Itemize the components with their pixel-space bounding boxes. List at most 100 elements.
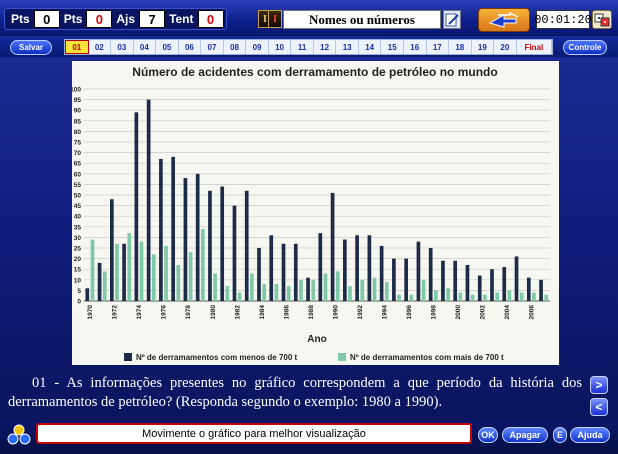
x-tick-label: 1982: [234, 305, 241, 320]
x-axis-label: Ano: [307, 334, 326, 345]
bar-large-spills-2006: [532, 292, 536, 301]
question-tab-09[interactable]: 09: [246, 40, 269, 54]
tool-button-2[interactable]: I: [268, 10, 282, 28]
bar-large-spills-2007: [544, 294, 549, 301]
question-tab-10[interactable]: 10: [269, 40, 292, 54]
question-tab-12[interactable]: 12: [314, 40, 337, 54]
x-tick-label: 1980: [210, 305, 217, 320]
legend-swatch-large-spills: [338, 353, 346, 361]
legend-swatch-small-spills: [124, 353, 132, 361]
bar-small-spills-2007: [539, 279, 543, 301]
bar-large-spills-1980: [213, 273, 217, 301]
question-tab-20[interactable]: 20: [494, 40, 517, 54]
bar-small-spills-2000: [453, 260, 458, 301]
question-tab-03[interactable]: 03: [111, 40, 134, 54]
question-tab-08[interactable]: 08: [224, 40, 247, 54]
y-tick-label: 100: [72, 87, 81, 94]
bar-small-spills-1977: [171, 156, 175, 301]
question-tab-15[interactable]: 15: [381, 40, 404, 54]
bar-large-spills-1978: [188, 252, 193, 301]
score-value-ajs: 7: [139, 10, 166, 28]
bar-small-spills-1999: [441, 260, 445, 301]
x-tick-label: 1990: [332, 305, 339, 320]
next-question-button[interactable]: >: [590, 376, 608, 394]
ok-button[interactable]: OK: [478, 427, 498, 443]
question-tab-05[interactable]: 05: [156, 40, 179, 54]
bar-large-spills-1990: [335, 271, 340, 301]
bar-small-spills-1974: [134, 112, 139, 301]
bar-small-spills-1983: [244, 190, 249, 301]
edit-icon[interactable]: [443, 10, 461, 29]
x-tick-label: 1984: [259, 305, 266, 320]
bar-large-spills-2000: [458, 292, 463, 301]
chevron-right-icon: >: [595, 378, 603, 392]
y-tick-label: 5: [77, 288, 81, 295]
control-button[interactable]: Controle: [563, 40, 607, 55]
bar-small-spills-2002: [477, 275, 482, 301]
bar-large-spills-1984: [262, 284, 266, 301]
bar-small-spills-1973: [122, 243, 126, 301]
x-tick-label: 1994: [381, 305, 388, 320]
x-tick-label: 1988: [308, 305, 315, 320]
clear-button[interactable]: Apagar: [502, 427, 548, 443]
question-tab-final[interactable]: Final: [517, 40, 553, 54]
score-value-pts: 0: [33, 10, 60, 28]
question-tab-04[interactable]: 04: [134, 40, 157, 54]
question-tab-14[interactable]: 14: [359, 40, 382, 54]
answer-mode-field[interactable]: Nomes ou números: [283, 10, 441, 29]
y-tick-label: 55: [74, 182, 82, 189]
x-tick-label: 2000: [455, 305, 462, 320]
question-tab-16[interactable]: 16: [404, 40, 427, 54]
x-tick-label: 1974: [136, 305, 143, 320]
bar-large-spills-2005: [519, 292, 524, 301]
score-panel: Pts 0 Pts 0 Ajs 7 Tent 0: [4, 8, 227, 30]
question-tab-13[interactable]: 13: [336, 40, 359, 54]
bar-large-spills-2004: [507, 290, 512, 301]
answer-input-hint[interactable]: Movimente o gráfico para melhor visualiz…: [36, 423, 472, 444]
score-label-tent: Tent: [169, 12, 194, 26]
x-tick-label: 1970: [87, 305, 94, 320]
x-tick-label: 1972: [112, 305, 119, 320]
x-tick-label: 1996: [406, 305, 413, 320]
question-tab-11[interactable]: 11: [291, 40, 314, 54]
score-label-pts: Pts: [11, 12, 30, 26]
question-tab-19[interactable]: 19: [472, 40, 495, 54]
bar-small-spills-1975: [146, 99, 151, 301]
bar-large-spills-1988: [311, 279, 316, 301]
bar-large-spills-1983: [250, 273, 254, 301]
e-button[interactable]: E: [553, 427, 567, 443]
question-tab-18[interactable]: 18: [449, 40, 472, 54]
chart-panel[interactable]: Número de acidentes com derramamento de …: [62, 61, 559, 365]
swap-arrows-button[interactable]: [478, 8, 530, 32]
bar-small-spills-1971: [97, 262, 102, 301]
bar-large-spills-1989: [323, 273, 328, 301]
bar-small-spills-1979: [195, 173, 200, 301]
bar-large-spills-1975: [151, 254, 156, 301]
y-tick-label: 70: [74, 150, 82, 157]
y-tick-label: 80: [74, 129, 82, 136]
save-button[interactable]: Salvar: [10, 40, 52, 55]
bar-small-spills-1972: [109, 199, 114, 301]
help-button[interactable]: Ajuda: [570, 427, 610, 443]
question-tab-06[interactable]: 06: [179, 40, 202, 54]
bar-large-spills-1985: [274, 284, 279, 301]
question-tab-07[interactable]: 07: [201, 40, 224, 54]
bar-large-spills-1982: [237, 292, 242, 301]
y-tick-label: 75: [74, 140, 82, 147]
y-tick-label: 95: [74, 97, 82, 104]
question-tab-02[interactable]: 02: [89, 40, 112, 54]
bar-large-spills-1974: [139, 241, 144, 301]
score-label-pts-2: Pts: [63, 12, 83, 26]
dice-icon[interactable]: [592, 10, 612, 29]
bar-large-spills-1995: [397, 294, 401, 301]
bar-small-spills-1998: [428, 248, 433, 301]
y-tick-label: 20: [74, 256, 82, 263]
score-value-pts-2: 0: [86, 10, 113, 28]
bar-small-spills-1987: [293, 243, 298, 301]
y-tick-label: 0: [77, 299, 81, 306]
question-tab-17[interactable]: 17: [427, 40, 450, 54]
question-text: 01 - As informações presentes no gráfico…: [8, 375, 582, 410]
bar-small-spills-2001: [465, 264, 470, 301]
previous-question-button[interactable]: <: [590, 398, 608, 416]
question-tab-01[interactable]: 01: [65, 40, 89, 54]
